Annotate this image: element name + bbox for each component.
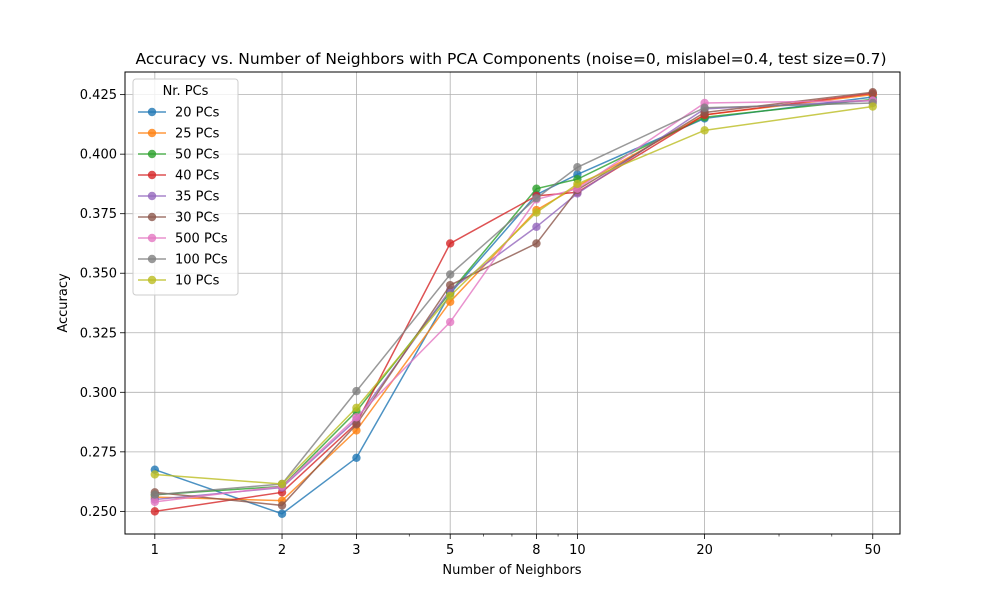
data-point — [532, 223, 540, 231]
data-point — [352, 387, 360, 395]
legend-label: 500 PCs — [175, 232, 228, 247]
legend-label: 50 PCs — [175, 148, 220, 163]
data-point — [532, 239, 540, 247]
legend-marker — [148, 171, 156, 179]
data-point — [532, 184, 540, 192]
data-point — [446, 270, 454, 278]
y-tick-label: 0.375 — [80, 207, 117, 222]
data-point — [352, 454, 360, 462]
legend-marker — [148, 108, 156, 116]
x-tick-label: 3 — [352, 543, 360, 558]
legend-label: 35 PCs — [175, 190, 220, 205]
legend-title: Nr. PCs — [163, 84, 209, 99]
legend-label: 25 PCs — [175, 127, 220, 142]
x-tick-label: 8 — [532, 543, 540, 558]
data-point — [151, 470, 159, 478]
data-point — [869, 102, 877, 110]
legend-label: 20 PCs — [175, 106, 220, 121]
data-point — [700, 104, 708, 112]
x-tick-label: 2 — [278, 543, 286, 558]
data-point — [446, 239, 454, 247]
legend-marker — [148, 150, 156, 158]
y-tick-label: 0.350 — [80, 267, 117, 282]
legend-label: 30 PCs — [175, 211, 220, 226]
data-point — [446, 281, 454, 289]
y-tick-label: 0.300 — [80, 386, 117, 401]
legend-label: 100 PCs — [175, 253, 228, 268]
legend-marker — [148, 192, 156, 200]
y-axis-label: Accuracy — [56, 273, 71, 333]
data-point — [532, 208, 540, 216]
data-point — [151, 491, 159, 499]
legend: Nr. PCs 20 PCs 25 PCs 50 PCs 40 PCs 35 PCs 30 … — [133, 79, 238, 295]
x-tick-label: 20 — [696, 543, 713, 558]
data-point — [573, 180, 581, 188]
data-point — [278, 510, 286, 518]
legend-marker — [148, 234, 156, 242]
y-tick-label: 0.325 — [80, 326, 117, 341]
y-tick-label: 0.275 — [80, 445, 117, 460]
y-tick-label: 0.425 — [80, 88, 117, 103]
x-tick-label: 50 — [864, 543, 881, 558]
data-point — [151, 507, 159, 515]
x-axis-label: Number of Neighbors — [442, 563, 581, 578]
legend-marker — [148, 129, 156, 137]
legend-label: 10 PCs — [175, 274, 220, 289]
x-tick-label: 10 — [569, 543, 586, 558]
legend-label: 40 PCs — [175, 169, 220, 184]
legend-marker — [148, 276, 156, 284]
legend-marker — [148, 255, 156, 263]
chart-title: Accuracy vs. Number of Neighbors with PC… — [135, 50, 886, 68]
data-point — [446, 318, 454, 326]
data-point — [573, 163, 581, 171]
data-point — [278, 480, 286, 488]
data-point — [352, 413, 360, 421]
data-point — [352, 404, 360, 412]
data-point — [446, 292, 454, 300]
data-point — [700, 126, 708, 134]
y-tick-label: 0.250 — [80, 505, 117, 520]
x-tick-label: 1 — [151, 543, 159, 558]
data-point — [151, 498, 159, 506]
data-point — [869, 88, 877, 96]
data-point — [352, 420, 360, 428]
y-tick-label: 0.400 — [80, 148, 117, 163]
data-point — [278, 501, 286, 509]
data-point — [532, 194, 540, 202]
x-tick-label: 5 — [446, 543, 454, 558]
legend-marker — [148, 213, 156, 221]
